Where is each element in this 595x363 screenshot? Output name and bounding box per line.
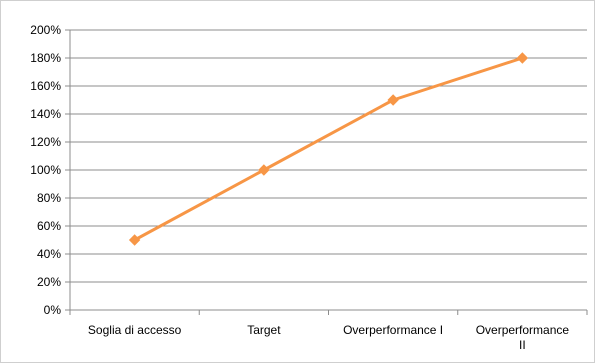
- data-point: [128, 234, 141, 246]
- series-layer: [128, 52, 529, 246]
- y-tick-label: 20%: [37, 275, 61, 289]
- x-tick-label-line: Target: [247, 323, 281, 337]
- data-point: [387, 94, 399, 106]
- x-tick-label: Target: [247, 323, 281, 337]
- y-tick-label: 80%: [37, 191, 61, 205]
- y-tick-label: 160%: [30, 79, 61, 93]
- y-tick-label: 40%: [37, 247, 61, 261]
- x-tick-labels: Soglia di accesso Target Overperformance I…: [88, 323, 569, 352]
- y-tick-label: 60%: [37, 219, 61, 233]
- x-tick-label: Overperformance II: [476, 323, 570, 352]
- data-point: [258, 164, 270, 176]
- x-tick-label: Soglia di accesso: [88, 323, 182, 337]
- x-tick-label-line: Overperformance I: [343, 323, 443, 337]
- y-tick-label: 180%: [30, 51, 61, 65]
- x-tick-label: Overperformance I: [343, 323, 443, 337]
- data-point: [516, 52, 529, 64]
- y-tick-label: 100%: [30, 163, 61, 177]
- y-tick-label: 200%: [30, 23, 61, 37]
- x-tick-label-line: II: [519, 338, 526, 352]
- y-tick-labels: 0% 20% 40% 60% 80% 100% 120% 140% 160% 180% 200%: [30, 23, 61, 317]
- x-tick-label-line: Overperformance: [476, 323, 570, 337]
- y-tick-label: 140%: [30, 107, 61, 121]
- grid-lines: [70, 29, 587, 283]
- y-tick-label: 120%: [30, 135, 61, 149]
- series-line: [133, 56, 524, 242]
- axes: [65, 29, 588, 315]
- y-tick-label: 0%: [44, 303, 62, 317]
- x-tick-label-line: Soglia di accesso: [88, 323, 182, 337]
